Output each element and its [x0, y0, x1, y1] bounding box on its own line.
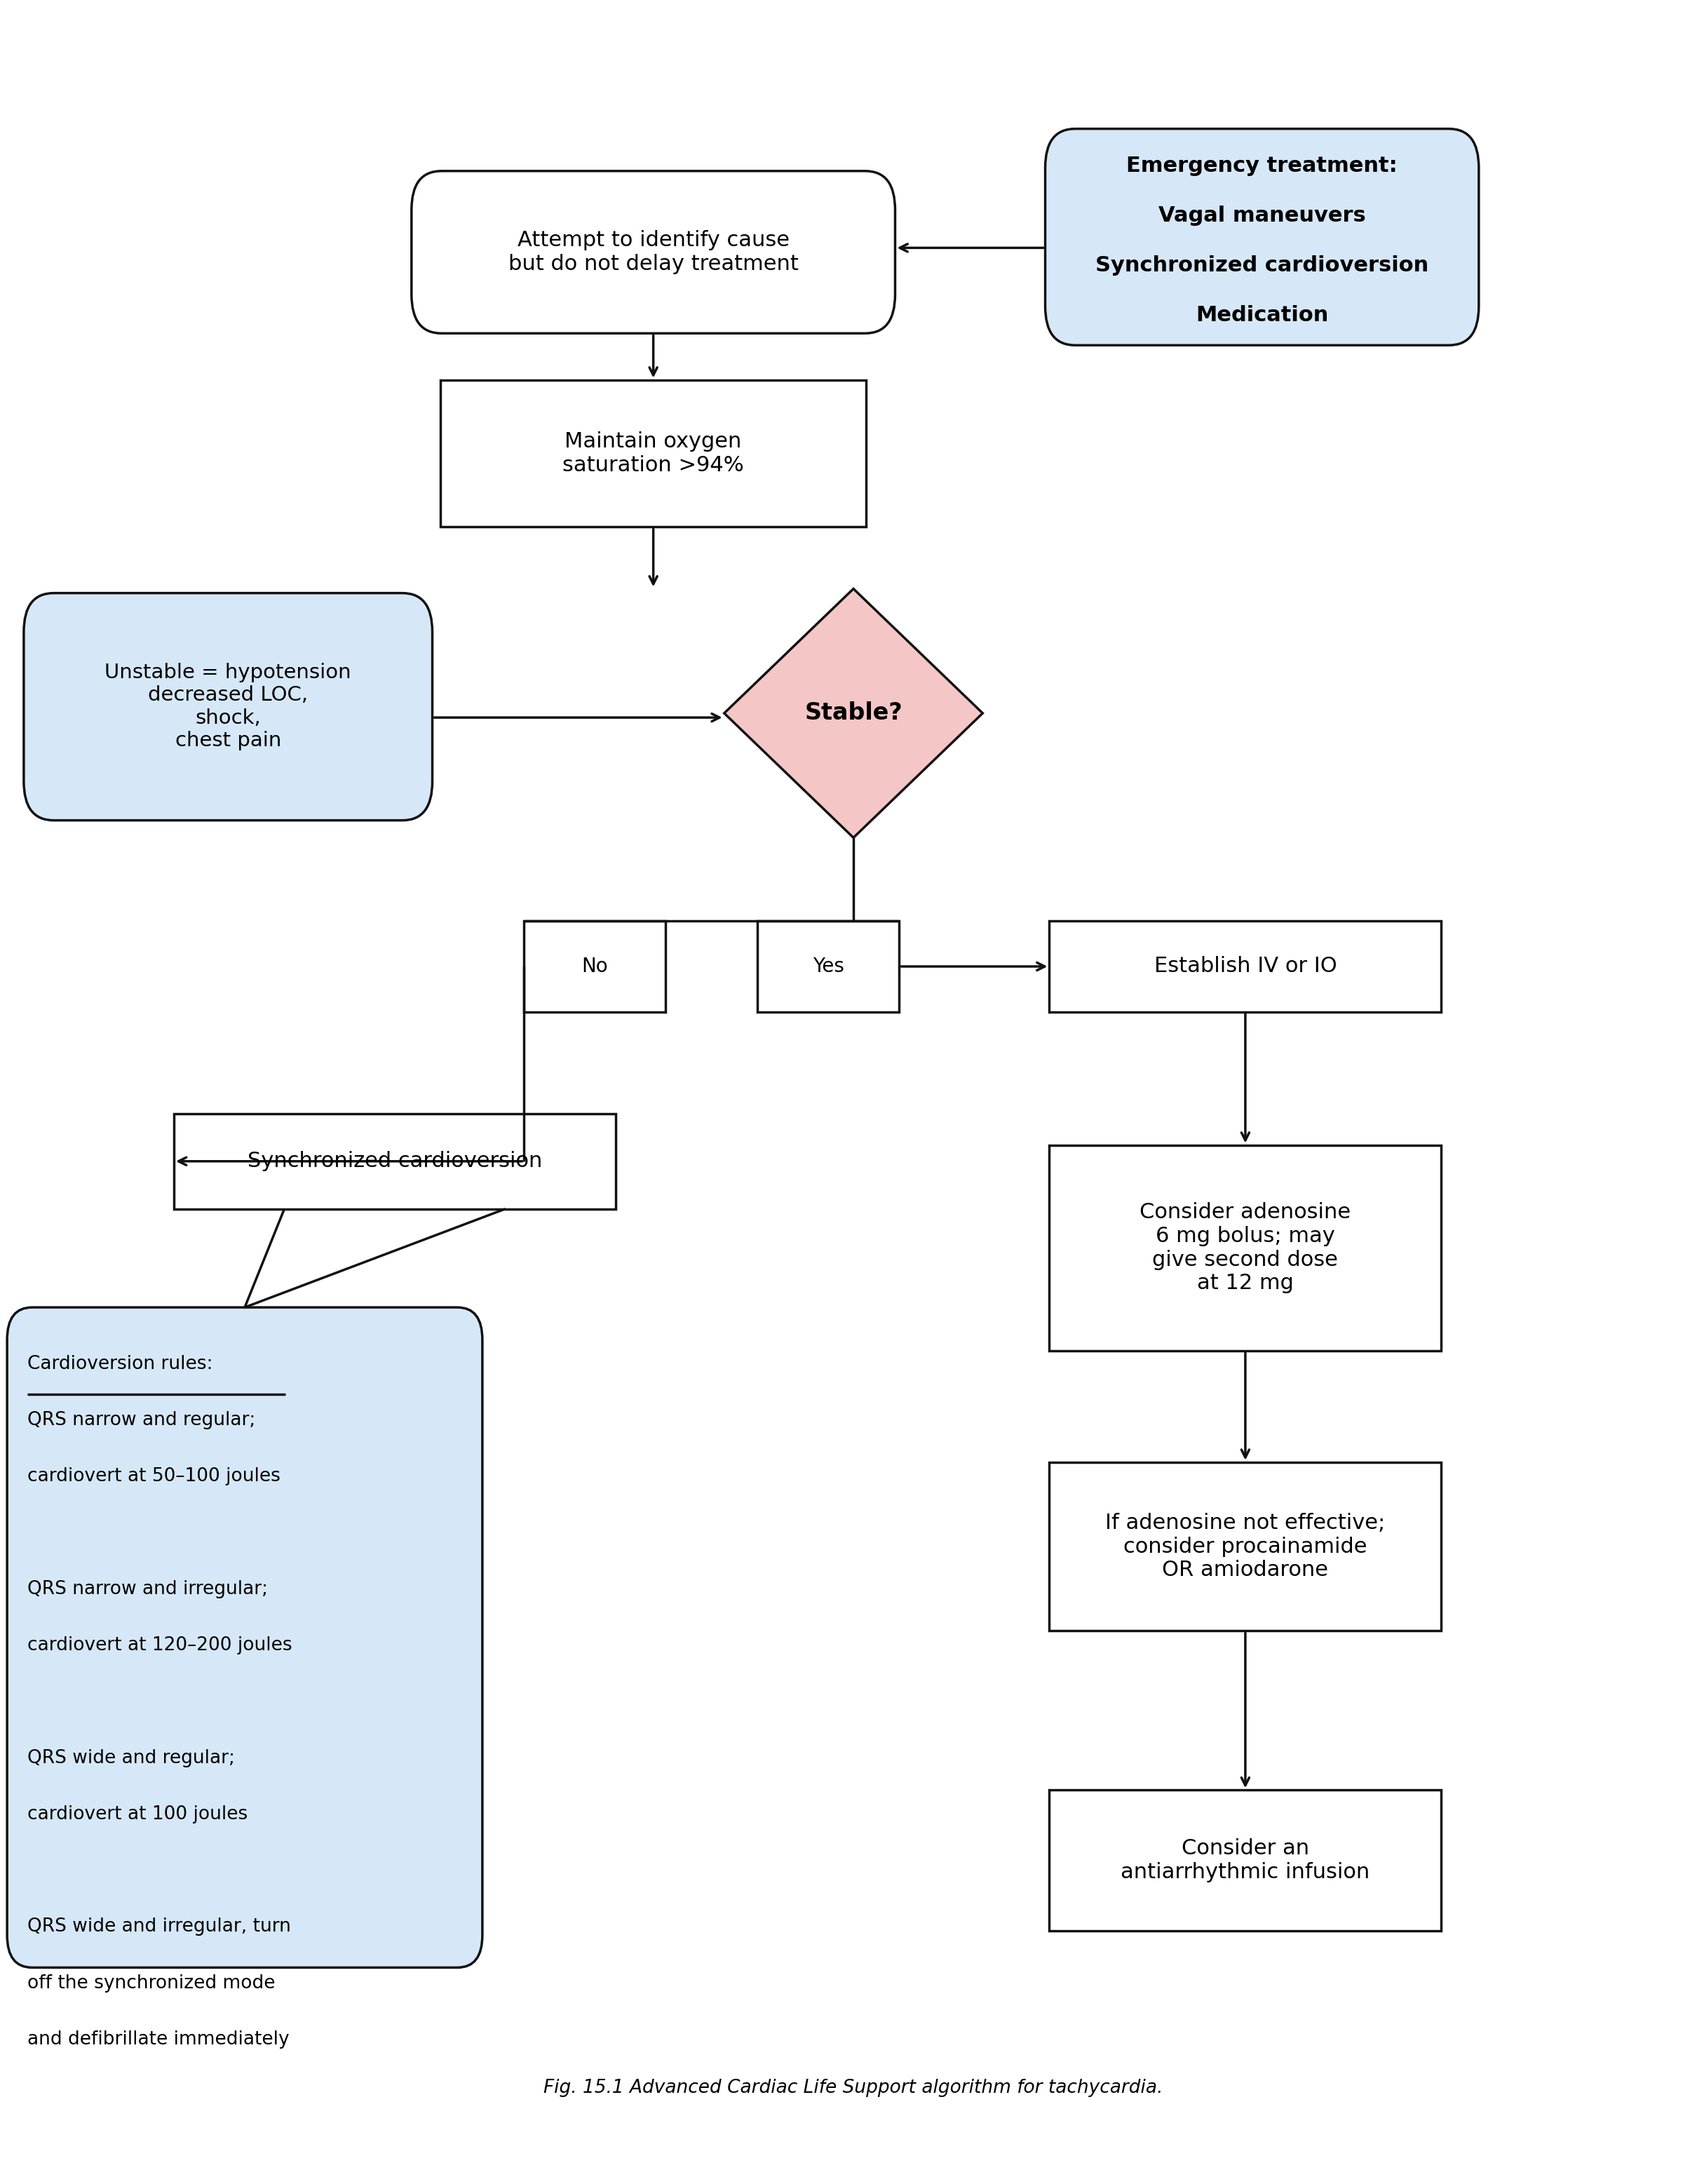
Text: and defibrillate immediately: and defibrillate immediately [27, 2031, 288, 2049]
Text: No: No [582, 957, 608, 976]
FancyBboxPatch shape [24, 594, 433, 821]
Text: Attempt to identify cause
but do not delay treatment: Attempt to identify cause but do not del… [507, 229, 798, 275]
FancyBboxPatch shape [7, 1308, 482, 1968]
Text: Emergency treatment:: Emergency treatment: [1127, 155, 1398, 175]
Text: If adenosine not effective;
consider procainamide
OR amiodarone: If adenosine not effective; consider pro… [1105, 1514, 1385, 1581]
Text: cardiovert at 120–200 joules: cardiovert at 120–200 joules [27, 1636, 292, 1655]
Text: Cardioversion rules:: Cardioversion rules: [27, 1354, 212, 1374]
Text: Consider adenosine
6 mg bolus; may
give second dose
at 12 mg: Consider adenosine 6 mg bolus; may give … [1140, 1203, 1351, 1293]
Text: QRS narrow and regular;: QRS narrow and regular; [27, 1411, 255, 1431]
Bar [441, 380, 865, 526]
Text: cardiovert at 100 joules: cardiovert at 100 joules [27, 1806, 248, 1824]
Bar [1049, 1461, 1441, 1631]
Text: Unstable = hypotension
decreased LOC,
shock,
chest pain: Unstable = hypotension decreased LOC, sh… [105, 662, 351, 751]
Text: Consider an
antiarrhythmic infusion: Consider an antiarrhythmic infusion [1120, 1839, 1369, 1883]
FancyBboxPatch shape [411, 170, 894, 334]
Text: Fig. 15.1 Advanced Cardiac Life Support algorithm for tachycardia.: Fig. 15.1 Advanced Cardiac Life Support … [543, 2079, 1162, 2097]
Text: Establish IV or IO: Establish IV or IO [1154, 957, 1337, 976]
Polygon shape [725, 590, 983, 839]
Bar [1049, 1144, 1441, 1350]
Text: QRS narrow and irregular;: QRS narrow and irregular; [27, 1579, 268, 1599]
Text: Synchronized cardioversion: Synchronized cardioversion [248, 1151, 543, 1171]
FancyBboxPatch shape [1045, 129, 1478, 345]
Text: Synchronized cardioversion: Synchronized cardioversion [1095, 256, 1429, 275]
Bar [1049, 1791, 1441, 1931]
Bar [757, 922, 899, 1011]
Text: Maintain oxygen
saturation >94%: Maintain oxygen saturation >94% [563, 432, 743, 476]
Text: off the synchronized mode: off the synchronized mode [27, 1974, 275, 1992]
Text: QRS wide and irregular, turn: QRS wide and irregular, turn [27, 1918, 290, 1935]
Text: Vagal maneuvers: Vagal maneuvers [1159, 205, 1366, 225]
Bar [524, 922, 665, 1011]
Text: Medication: Medication [1196, 306, 1329, 325]
Text: Stable?: Stable? [804, 701, 903, 725]
Text: QRS wide and regular;: QRS wide and regular; [27, 1749, 234, 1767]
Bar [173, 1114, 616, 1210]
Text: cardiovert at 50–100 joules: cardiovert at 50–100 joules [27, 1468, 280, 1485]
Text: Yes: Yes [813, 957, 843, 976]
Bar [1049, 922, 1441, 1011]
